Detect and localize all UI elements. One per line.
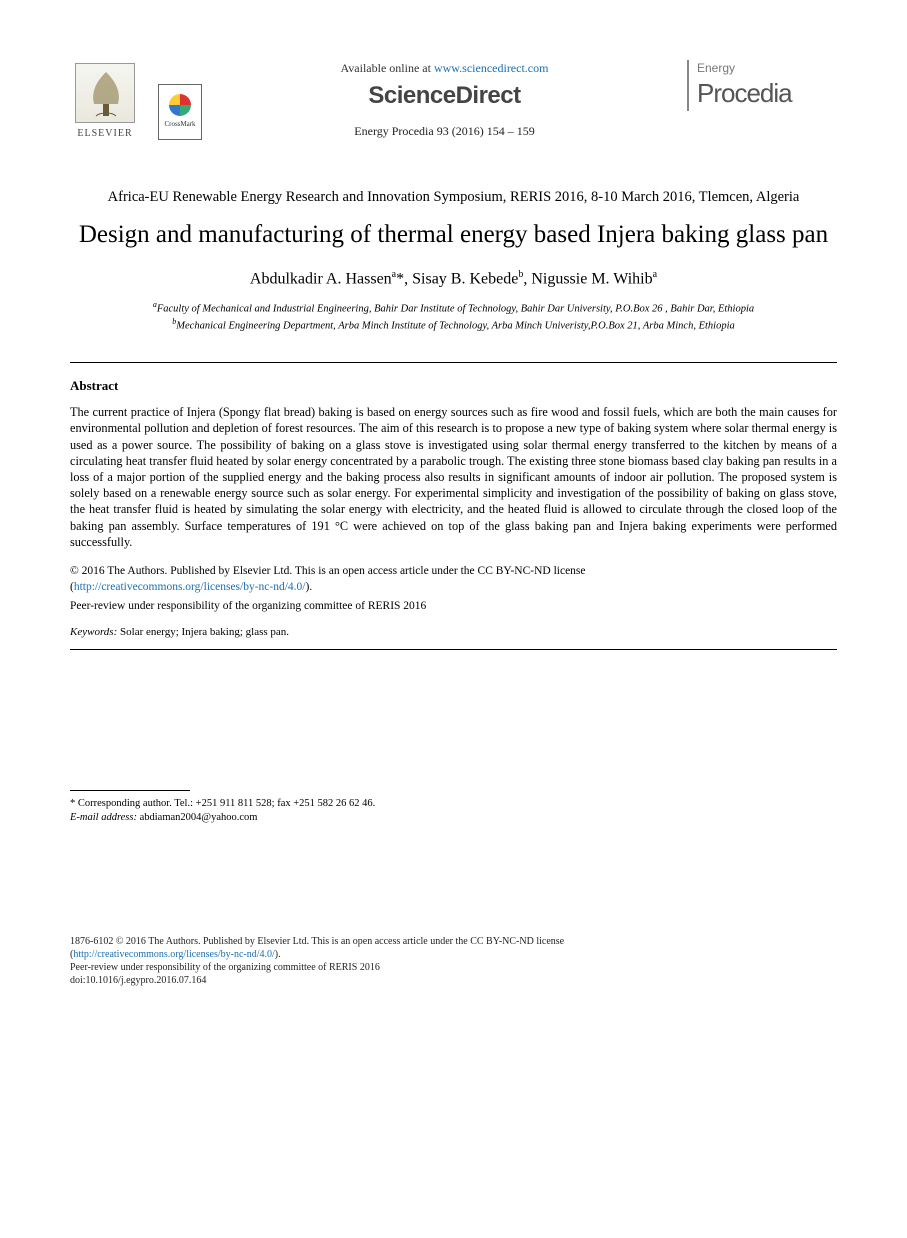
footnote-rule [70, 790, 190, 791]
author-2-affil: b [518, 269, 523, 280]
author-1: Abdulkadir A. Hassen [250, 271, 392, 288]
copyright-block: © 2016 The Authors. Published by Elsevie… [70, 564, 837, 595]
sciencedirect-url[interactable]: www.sciencedirect.com [434, 61, 549, 75]
elsevier-logo: ELSEVIER [70, 60, 140, 140]
journal-big: Procedia [697, 76, 837, 111]
affiliation-b: Mechanical Engineering Department, Arba … [176, 320, 734, 331]
author-2: Sisay B. Kebede [412, 271, 518, 288]
crossmark-badge[interactable]: CrossMark [158, 84, 202, 140]
conference-info: Africa-EU Renewable Energy Research and … [70, 187, 837, 207]
peer-review-line: Peer-review under responsibility of the … [70, 599, 837, 615]
author-1-star: * [396, 271, 404, 288]
email-value: abdiaman2004@yahoo.com [137, 812, 257, 823]
journal-logo: Energy Procedia [687, 60, 837, 111]
cc-license-link[interactable]: http://creativecommons.org/licenses/by-n… [74, 581, 306, 593]
affiliations: aFaculty of Mechanical and Industrial En… [70, 300, 837, 333]
available-prefix: Available online at [341, 61, 434, 75]
available-line: Available online at www.sciencedirect.co… [212, 60, 677, 76]
crossmark-label: CrossMark [164, 120, 195, 129]
corresponding-author-footnote: * Corresponding author. Tel.: +251 911 8… [70, 797, 837, 824]
footer-doi: doi:10.1016/j.egypro.2016.07.164 [70, 974, 837, 987]
journal-small: Energy [697, 60, 837, 76]
rule-bottom [70, 649, 837, 650]
elsevier-label: ELSEVIER [77, 127, 132, 141]
affiliation-a: Faculty of Mechanical and Industrial Eng… [157, 304, 754, 315]
author-3: Nigussie M. Wihib [531, 271, 652, 288]
footer-cc-link[interactable]: http://creativecommons.org/licenses/by-n… [73, 949, 274, 960]
footer-peer-line: Peer-review under responsibility of the … [70, 961, 837, 974]
center-header: Available online at www.sciencedirect.co… [202, 60, 687, 169]
header-row: ELSEVIER CrossMark Available online at w… [70, 60, 837, 169]
crossmark-icon [169, 94, 191, 116]
email-label: E-mail address: [70, 812, 137, 823]
footer-issn-line: 1876-6102 © 2016 The Authors. Published … [70, 935, 837, 948]
copyright-line1: © 2016 The Authors. Published by Elsevie… [70, 565, 586, 577]
citation-line: Energy Procedia 93 (2016) 154 – 159 [212, 123, 677, 139]
keywords-text: Solar energy; Injera baking; glass pan. [117, 626, 289, 638]
abstract-heading: Abstract [70, 377, 837, 395]
article-title: Design and manufacturing of thermal ener… [70, 219, 837, 250]
keywords-label: Keywords: [70, 626, 117, 638]
keywords-line: Keywords: Solar energy; Injera baking; g… [70, 625, 837, 640]
rule-top [70, 362, 837, 363]
left-logos: ELSEVIER CrossMark [70, 60, 202, 140]
page-footer: 1876-6102 © 2016 The Authors. Published … [70, 935, 837, 987]
abstract-body: The current practice of Injera (Spongy f… [70, 404, 837, 550]
authors-line: Abdulkadir A. Hassena*, Sisay B. Kebedeb… [70, 268, 837, 290]
elsevier-tree-icon [75, 63, 135, 123]
corr-author-line: * Corresponding author. Tel.: +251 911 8… [70, 797, 837, 811]
sciencedirect-wordmark: ScienceDirect [212, 80, 677, 112]
author-3-affil: a [653, 269, 657, 280]
